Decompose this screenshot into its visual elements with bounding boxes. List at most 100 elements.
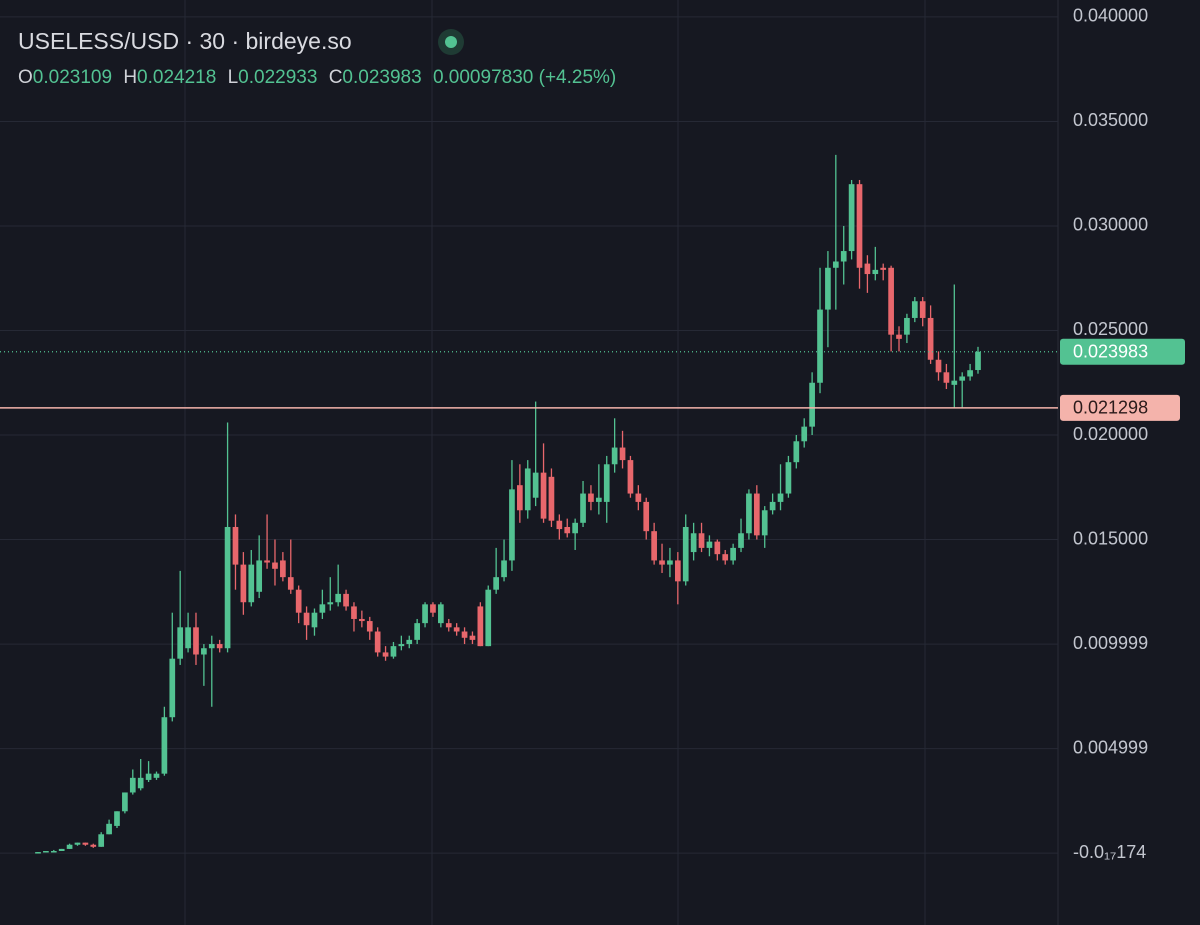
candle-body: [398, 644, 405, 647]
candle-body: [201, 648, 207, 655]
candle-body: [532, 472, 539, 498]
candle-body: [888, 267, 894, 335]
candle-body: [840, 251, 847, 262]
time-grid: [184, 0, 926, 925]
candle-body: [106, 823, 112, 835]
candle-body: [406, 639, 413, 645]
candle-body: [280, 560, 286, 578]
candle-body: [935, 359, 942, 373]
candle-body: [572, 522, 578, 534]
candle-body: [35, 852, 41, 854]
candle-body: [185, 627, 191, 649]
ohlc-key: H: [123, 67, 137, 88]
y-tick-label: 0.020000: [1073, 424, 1148, 444]
candle-body: [809, 382, 815, 427]
candle-body: [627, 460, 634, 494]
candle-body: [730, 547, 736, 561]
candle-body: [256, 560, 263, 592]
price-line-box: [1060, 394, 1180, 421]
candle-body: [216, 644, 223, 649]
candle-body: [588, 493, 594, 502]
candle-body: [690, 533, 697, 553]
candle-body: [122, 792, 128, 812]
candle-body: [343, 593, 349, 607]
candle-body: [359, 618, 365, 622]
labels: 0.040000 0.035000 0.030000 0.025000 0.020000…: [0, 6, 1185, 862]
candle-body: [137, 777, 144, 789]
candle-body: [390, 646, 397, 657]
candle-body: [129, 777, 136, 793]
candle-body: [722, 554, 729, 561]
candle-body: [674, 560, 681, 582]
candle-body: [698, 533, 705, 548]
candle-body: [619, 447, 626, 461]
candle-body: [430, 604, 436, 613]
candle-body: [761, 510, 768, 536]
candle-body: [738, 533, 744, 548]
candle-body: [327, 602, 334, 605]
y-tick-label: 0.025000: [1073, 319, 1148, 339]
candles: [35, 154, 981, 854]
last-price-label: 0.023983: [1073, 342, 1148, 362]
candle-body: [564, 526, 571, 534]
candle-body: [438, 604, 444, 624]
candle-body: [714, 541, 721, 555]
candle-body: [896, 334, 902, 339]
candle-body: [145, 773, 152, 780]
candle-body: [161, 717, 168, 774]
candle-body: [501, 560, 507, 578]
candle-body: [682, 526, 689, 582]
candle-body: [98, 834, 105, 847]
candle-body: [177, 627, 184, 659]
candle-body: [832, 261, 839, 268]
candle-body: [414, 623, 421, 640]
candle-body: [959, 376, 966, 381]
candle-body: [580, 493, 586, 523]
candle-body: [224, 526, 231, 649]
candle-body: [153, 773, 160, 778]
y-tick-label: 0.035000: [1073, 110, 1148, 130]
candle-body: [872, 269, 879, 275]
candle-body: [643, 501, 650, 532]
candle-body: [193, 627, 199, 655]
candle-body: [422, 604, 428, 624]
candle-body: [374, 631, 381, 653]
ohlc-value: 0.024218: [137, 67, 216, 88]
candle-body: [943, 372, 950, 383]
candle-body: [319, 604, 326, 613]
change: 0.00097830: [433, 67, 533, 88]
candle-body: [524, 468, 531, 511]
candle-body: [793, 441, 800, 463]
candle-body: [169, 658, 176, 718]
candle-body: [659, 560, 665, 565]
candle-body: [975, 351, 981, 371]
candle-body: [287, 577, 294, 590]
candle-body: [603, 464, 610, 502]
candle-body: [927, 317, 934, 360]
candle-body: [469, 635, 476, 640]
candle-body: [445, 623, 452, 628]
candle-body: [240, 564, 247, 603]
candle-body: [595, 497, 602, 502]
candle-body: [509, 489, 515, 561]
candle-body: [272, 562, 278, 569]
y-tick-label: 0.015000: [1073, 528, 1148, 548]
candle-body: [74, 842, 81, 845]
ohlc-header: O0.023109 H0.024218 L0.022933 C0.023983 …: [18, 67, 616, 88]
ohlc-key: C: [329, 67, 343, 88]
candle-body: [667, 560, 673, 565]
ohlc-key: L: [228, 67, 239, 88]
grid: [0, 16, 1058, 854]
ohlc-value: 0.022933: [238, 67, 317, 88]
candle-body: [548, 476, 555, 521]
candle-body: [864, 263, 871, 275]
candle-body: [540, 472, 547, 519]
candle-body: [311, 612, 318, 628]
candle-body: [43, 851, 49, 853]
candle-body: [382, 652, 389, 657]
candle-body: [366, 621, 373, 632]
candle-body: [453, 627, 460, 632]
candle-body: [58, 848, 65, 851]
